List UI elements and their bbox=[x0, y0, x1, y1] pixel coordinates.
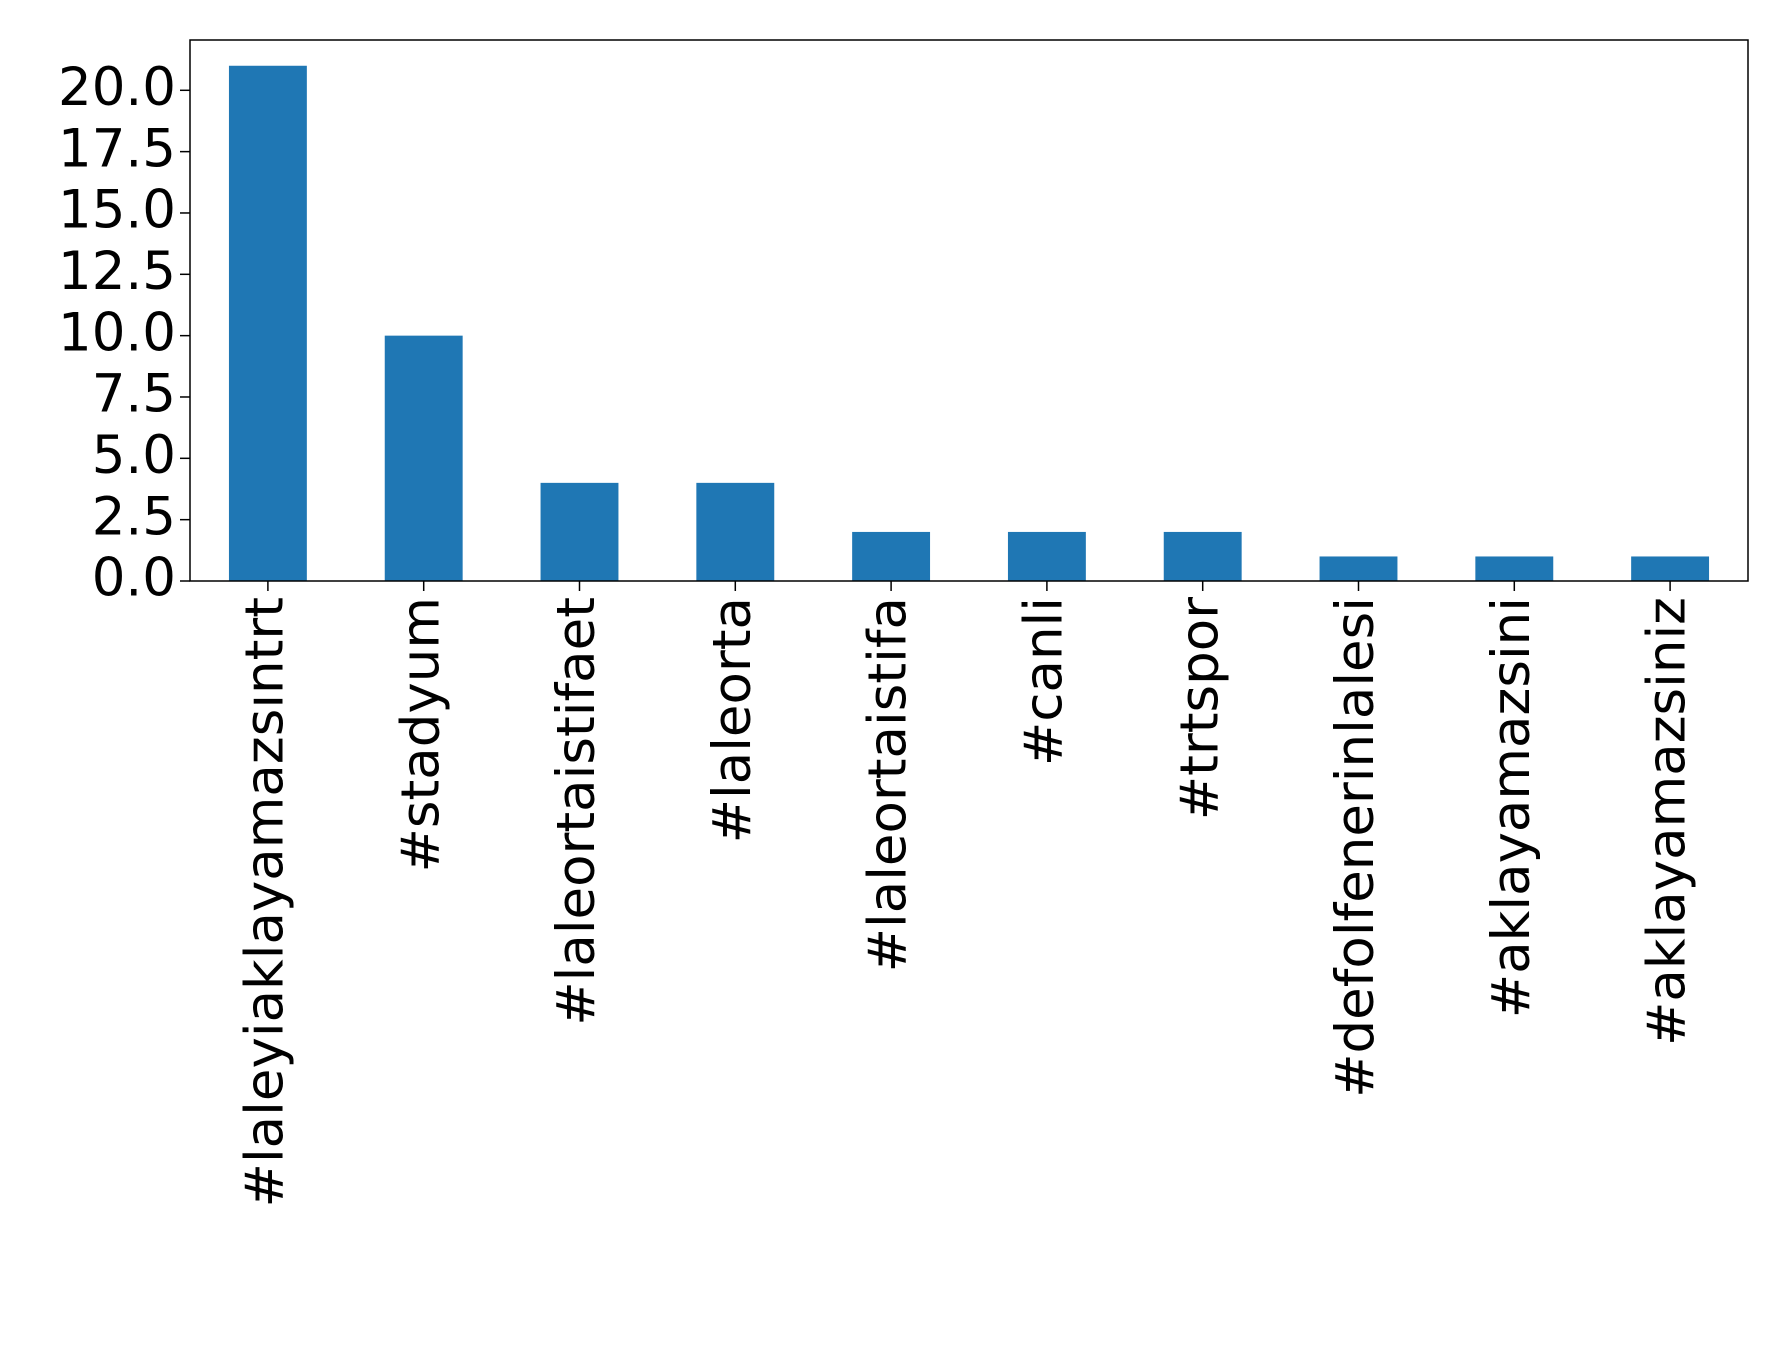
x-tick-label: #trtspor bbox=[1169, 597, 1230, 820]
y-tick-label: 10.0 bbox=[58, 302, 176, 363]
y-tick-label: 17.5 bbox=[58, 118, 176, 179]
y-tick-label: 12.5 bbox=[58, 241, 176, 302]
bar bbox=[852, 531, 931, 581]
bar bbox=[1475, 556, 1554, 581]
x-tick-label: #aklayamazsiniz bbox=[1637, 597, 1698, 1046]
x-tick-label: #canli bbox=[1014, 597, 1075, 766]
x-tick-label: #laleortaistifa bbox=[858, 597, 919, 972]
x-tick-label: #stadyum bbox=[390, 597, 451, 873]
x-tick-label: #defolfenerinlalesi bbox=[1325, 597, 1386, 1098]
bar bbox=[1007, 531, 1086, 581]
bar bbox=[1319, 556, 1398, 581]
bar bbox=[1631, 556, 1710, 581]
bar bbox=[1163, 531, 1242, 581]
x-tick-label: #laleortaistifaet bbox=[546, 597, 607, 1026]
bar bbox=[696, 482, 775, 581]
y-tick-label: 7.5 bbox=[92, 364, 176, 425]
y-tick-label: 2.5 bbox=[92, 486, 176, 547]
y-tick-label: 20.0 bbox=[58, 57, 176, 118]
y-tick-label: 5.0 bbox=[92, 425, 176, 486]
x-tick-label: #aklayamazsini bbox=[1481, 597, 1542, 1018]
y-tick-label: 15.0 bbox=[58, 180, 176, 241]
plot-frame bbox=[189, 39, 1749, 582]
bar bbox=[540, 482, 619, 581]
bar bbox=[228, 65, 307, 581]
bar bbox=[384, 335, 463, 581]
x-tick-label: #laleyiaklayamazsıntrt bbox=[235, 597, 296, 1207]
y-tick-label: 0.0 bbox=[92, 548, 176, 609]
x-tick-label: #laleorta bbox=[702, 597, 763, 843]
